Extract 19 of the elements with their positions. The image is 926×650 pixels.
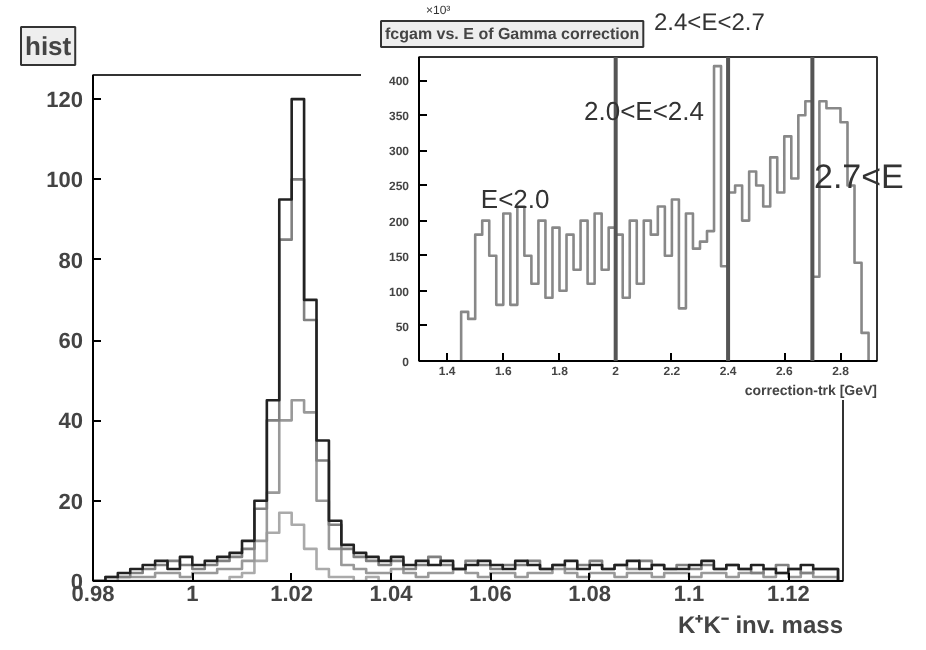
x-tick-label: 1.06 bbox=[468, 583, 512, 607]
x-tick-label: 1.02 bbox=[270, 583, 314, 607]
x-tick-label: 1.04 bbox=[369, 583, 415, 607]
x-axis-title: K⁺K⁻ inv. mass bbox=[678, 611, 844, 639]
chart-title: fcgam vs. E of Gamma correction bbox=[385, 25, 640, 43]
x-tick-label: 1 bbox=[186, 583, 199, 607]
x-tick-label: 1.08 bbox=[568, 583, 612, 607]
x-tick-label: 1.12 bbox=[766, 583, 810, 607]
y-tick-label: 60 bbox=[58, 330, 84, 355]
annotation: E<2.0 bbox=[480, 183, 550, 214]
y-tick-label: 40 bbox=[58, 410, 84, 435]
y-tick-label: 100 bbox=[46, 169, 84, 194]
y-tick-label: 20 bbox=[58, 490, 84, 515]
x-tick-label: 0.98 bbox=[71, 583, 115, 607]
y-tick-label: 120 bbox=[46, 89, 84, 114]
text: 2.4<E<2.7 bbox=[654, 8, 765, 37]
x-tick-label: 1.1 bbox=[673, 583, 705, 607]
y-tick-label: 80 bbox=[58, 249, 84, 274]
chart-title: hist bbox=[25, 31, 73, 61]
